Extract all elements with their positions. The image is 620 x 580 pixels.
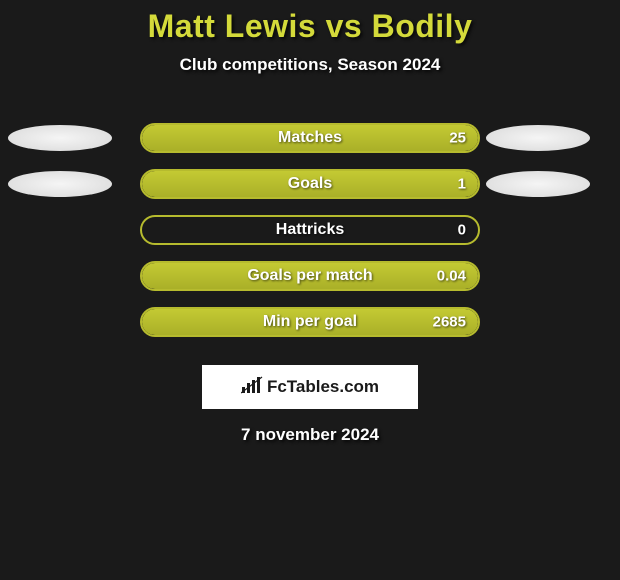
comparison-container: Matt Lewis vs Bodily Club competitions, … [0,0,620,445]
bar-track: Min per goal 2685 [140,307,480,337]
stat-row: Hattricks 0 [0,207,620,253]
left-ellipse [8,171,112,197]
bar-value: 25 [449,130,466,147]
bar-value: 1 [458,176,466,193]
left-ellipse [8,125,112,151]
logo-label: FcTables.com [267,377,379,397]
stat-row: Min per goal 2685 [0,299,620,345]
bar-label: Hattricks [276,221,344,239]
stat-row: Goals per match 0.04 [0,253,620,299]
bar-track: Hattricks 0 [140,215,480,245]
logo-box[interactable]: FcTables.com [202,365,418,409]
bar-label: Goals per match [247,267,372,285]
page-title: Matt Lewis vs Bodily [0,8,620,45]
logo-text: FcTables.com [241,376,379,399]
bar-label: Min per goal [263,313,357,331]
bar-chart-icon [241,376,263,399]
bar-value: 0 [458,222,466,239]
date-text: 7 november 2024 [0,425,620,445]
stat-row: Matches 25 [0,115,620,161]
bar-track: Goals 1 [140,169,480,199]
right-ellipse [486,171,590,197]
bar-track: Goals per match 0.04 [140,261,480,291]
bars-section: Matches 25 Goals 1 Hattricks 0 Goals per match… [0,115,620,345]
bar-value: 2685 [433,314,466,331]
right-ellipse [486,125,590,151]
bar-label: Goals [288,175,332,193]
bar-track: Matches 25 [140,123,480,153]
bar-value: 0.04 [437,268,466,285]
stat-row: Goals 1 [0,161,620,207]
bar-label: Matches [278,129,342,147]
page-subtitle: Club competitions, Season 2024 [0,55,620,75]
